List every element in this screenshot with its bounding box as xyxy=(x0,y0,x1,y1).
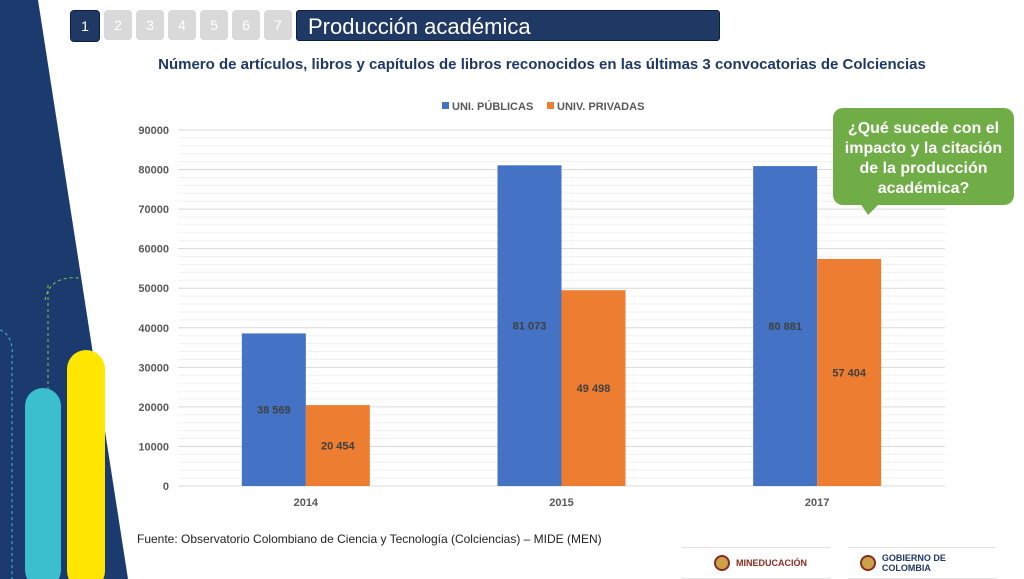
bar-0 xyxy=(753,166,818,486)
y-tick-label: 30000 xyxy=(138,362,169,374)
source-note: Fuente: Observatorio Colombiano de Cienc… xyxy=(137,532,602,546)
x-tick-label: 2017 xyxy=(805,497,829,509)
legend-label: UNIV. PRIVADAS xyxy=(557,101,644,113)
tab-6[interactable]: 6 xyxy=(232,10,260,40)
legend-swatch xyxy=(547,102,554,109)
gobierno-logo: GOBIERNO DE COLOMBIA xyxy=(848,547,996,579)
data-label: 38 569 xyxy=(257,405,291,417)
mineducacion-label: MINEDUCACIÓN xyxy=(736,558,807,568)
slide-title: Producción académica xyxy=(296,10,720,41)
bar-0 xyxy=(241,333,306,486)
callout-tail xyxy=(860,203,880,215)
data-label: 57 404 xyxy=(832,367,867,379)
slide-tabs: 1 2 3 4 5 6 7 xyxy=(70,10,292,42)
legend-swatch xyxy=(442,102,449,109)
tab-3[interactable]: 3 xyxy=(136,10,164,40)
data-label: 80 881 xyxy=(768,321,802,333)
y-tick-label: 20000 xyxy=(138,402,169,414)
tab-4[interactable]: 4 xyxy=(168,10,196,40)
bar-0 xyxy=(497,165,562,486)
bar-1 xyxy=(305,405,370,486)
bar-chart: 0 10000 20000 30000 40000 50000 60000 70000 8000… xyxy=(138,100,945,509)
y-tick-label: 40000 xyxy=(138,323,169,335)
coat-of-arms-icon xyxy=(860,555,876,571)
x-tick-label: 2015 xyxy=(549,497,573,509)
tab-7[interactable]: 7 xyxy=(264,10,292,40)
bar-1 xyxy=(561,290,626,486)
y-tick-label: 60000 xyxy=(138,244,169,256)
tab-5[interactable]: 5 xyxy=(200,10,228,40)
legend-label: UNI. PÚBLICAS xyxy=(452,100,533,113)
y-tick-label: 50000 xyxy=(138,283,169,295)
chart-title: Número de artículos, libros y capítulos … xyxy=(158,56,926,73)
data-label: 20 454 xyxy=(321,441,356,453)
data-label: 49 498 xyxy=(577,383,611,395)
y-tick-label: 80000 xyxy=(138,165,169,177)
y-tick-label: 90000 xyxy=(138,125,169,137)
mineducacion-logo: MINEDUCACIÓN xyxy=(682,547,830,579)
data-label: 81 073 xyxy=(513,321,547,333)
gobierno-label: GOBIERNO DE COLOMBIA xyxy=(881,553,946,573)
tab-1[interactable]: 1 xyxy=(70,10,100,42)
y-tick-label: 70000 xyxy=(138,204,169,216)
bar-1 xyxy=(817,258,882,486)
tab-2[interactable]: 2 xyxy=(104,10,132,40)
y-tick-label: 10000 xyxy=(138,441,169,453)
y-tick-label: 0 xyxy=(163,481,169,493)
callout-bubble: ¿Qué sucede con el impacto y la citación… xyxy=(833,108,1014,205)
coat-of-arms-icon xyxy=(714,555,730,571)
x-tick-label: 2014 xyxy=(294,497,319,509)
